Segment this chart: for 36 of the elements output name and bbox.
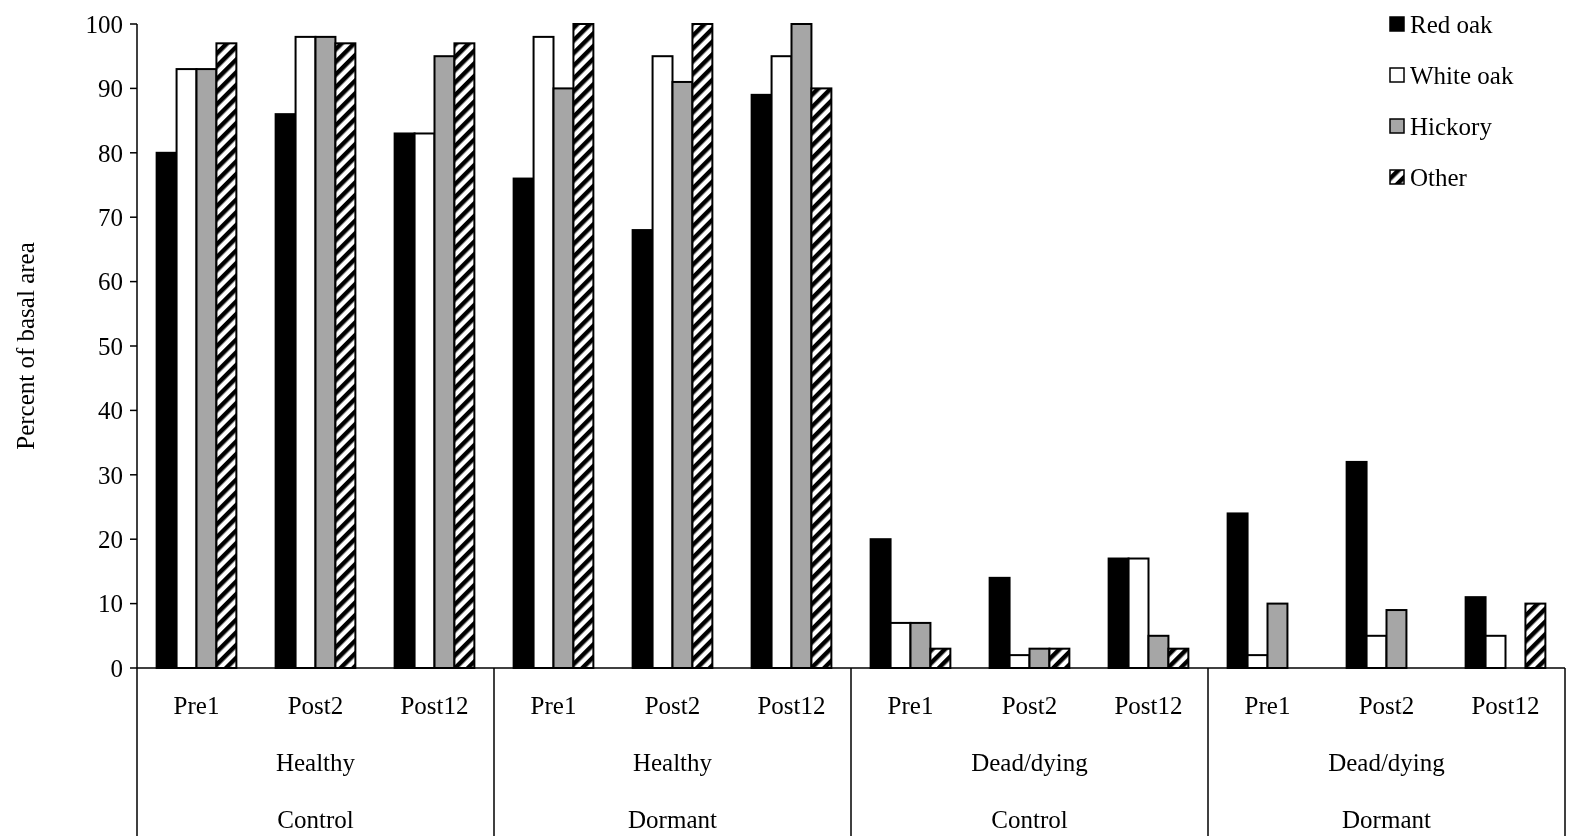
x-tick-label: Post2 (287, 692, 344, 719)
x-tick-label: Post2 (1358, 692, 1415, 719)
x-tick-label: Post12 (757, 692, 826, 719)
y-tick-label: 0 (110, 654, 123, 682)
y-tick-label: 80 (98, 139, 123, 167)
x-tick-label: Post12 (400, 692, 469, 719)
text: Control (991, 806, 1068, 833)
y-tick-label: 70 (98, 203, 123, 231)
legend-label: White oak (1410, 61, 1514, 89)
text: Dead/dying (971, 749, 1089, 776)
x-tick-label: Post12 (1114, 692, 1183, 719)
y-tick-label: 100 (85, 10, 123, 38)
text: Dead/dying (1328, 749, 1446, 776)
x-tick-label: Pre1 (530, 692, 577, 719)
legend-label: Red oak (1410, 10, 1494, 38)
y-tick-label: 20 (98, 525, 123, 553)
x-tick-label: Pre1 (887, 692, 934, 719)
x-tick-label: Post2 (1001, 692, 1058, 719)
y-axis-title: Percent of basal area (12, 242, 39, 450)
text: Dormant (1342, 806, 1431, 833)
legend-label: Other (1410, 163, 1468, 191)
y-tick-label: 10 (98, 590, 123, 618)
text: Healthy (275, 749, 356, 776)
legend-label: Hickory (1410, 112, 1493, 140)
text: Control (277, 806, 354, 833)
y-tick-label: 50 (98, 332, 123, 360)
x-tick-label: Post2 (644, 692, 701, 719)
y-tick-label: 40 (98, 397, 123, 425)
y-tick-label: 90 (98, 75, 123, 103)
text: Healthy (632, 749, 713, 776)
y-tick-label: 30 (98, 461, 123, 489)
x-tick-label: Pre1 (1244, 692, 1291, 719)
y-tick-label: 60 (98, 268, 123, 296)
text: Dormant (628, 806, 717, 833)
x-tick-label: Pre1 (173, 692, 220, 719)
x-tick-label: Post12 (1471, 692, 1540, 719)
